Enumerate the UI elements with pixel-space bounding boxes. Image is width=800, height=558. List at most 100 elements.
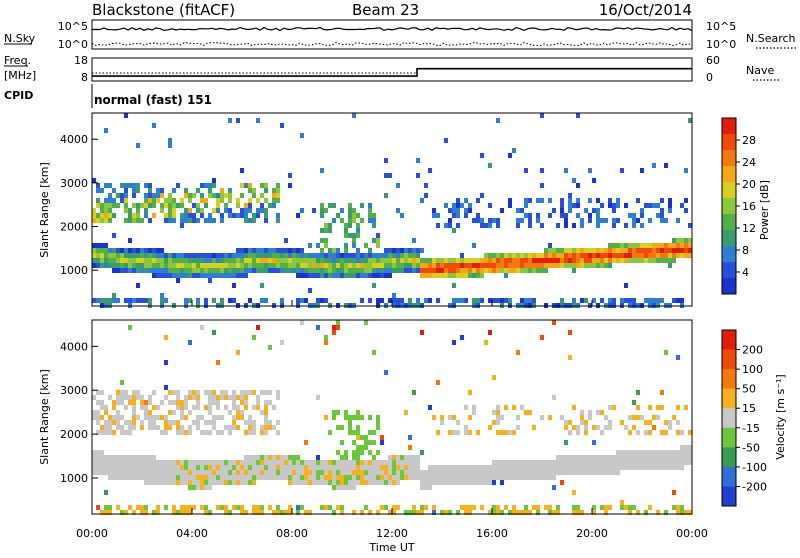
heatmap-cell xyxy=(236,268,240,273)
heatmap-cell xyxy=(148,400,152,405)
heatmap-cell xyxy=(132,405,136,410)
heatmap-cell xyxy=(344,415,348,420)
heatmap-cell xyxy=(300,258,304,263)
heatmap-cell xyxy=(360,415,364,420)
heatmap-cell xyxy=(248,420,252,425)
heatmap-cell xyxy=(416,455,420,460)
heatmap-cell xyxy=(312,460,316,465)
heatmap-cell xyxy=(236,460,240,465)
heatmap-cell xyxy=(140,475,144,480)
heatmap-cell xyxy=(100,430,104,435)
heatmap-cell xyxy=(188,480,192,485)
colorbar-swatch xyxy=(722,349,736,370)
heatmap-cell xyxy=(264,198,268,203)
heatmap-cell xyxy=(260,465,264,470)
heatmap-cell xyxy=(172,410,176,415)
heatmap-cell xyxy=(652,243,656,248)
heatmap-cell xyxy=(192,263,196,268)
heatmap-cell xyxy=(452,340,456,345)
heatmap-cell xyxy=(420,273,424,278)
heatmap-cell xyxy=(380,298,384,303)
heatmap-cell xyxy=(532,470,536,475)
heatmap-cell xyxy=(592,470,596,475)
heatmap-cell xyxy=(132,253,136,258)
heatmap-cell xyxy=(164,273,168,278)
noise-right-tick-bottom: 10^0 xyxy=(706,38,736,51)
heatmap-cell xyxy=(648,455,652,460)
heatmap-cell xyxy=(184,475,188,480)
heatmap-cell xyxy=(404,460,408,465)
heatmap-cell xyxy=(188,425,192,430)
heatmap-cell xyxy=(680,253,684,258)
heatmap-cell xyxy=(284,253,288,258)
heatmap-cell xyxy=(256,395,260,400)
heatmap-cell xyxy=(444,480,448,485)
heatmap-cell xyxy=(152,510,156,515)
heatmap-cell xyxy=(288,263,292,268)
heatmap-cell xyxy=(676,355,680,360)
heatmap-cell xyxy=(524,253,528,258)
heatmap-cell xyxy=(504,258,508,263)
heatmap-cell xyxy=(124,510,128,515)
y-tick-label: 3000 xyxy=(60,384,88,397)
colorbar-swatch xyxy=(722,182,736,199)
heatmap-cell xyxy=(244,218,248,223)
heatmap-cell xyxy=(208,273,212,278)
heatmap-cell xyxy=(228,425,232,430)
heatmap-cell xyxy=(112,253,116,258)
heatmap-cell xyxy=(400,475,404,480)
heatmap-cell xyxy=(584,430,588,435)
heatmap-cell xyxy=(512,430,516,435)
heatmap-cell xyxy=(648,465,652,470)
heatmap-cell xyxy=(256,248,260,253)
heatmap-cell xyxy=(580,510,584,515)
heatmap-cell xyxy=(140,420,144,425)
heatmap-cell xyxy=(484,470,488,475)
heatmap-cell xyxy=(448,510,452,515)
heatmap-cell xyxy=(636,450,640,455)
heatmap-cell xyxy=(124,188,128,193)
heatmap-cell xyxy=(340,218,344,223)
heatmap-cell xyxy=(444,273,448,278)
heatmap-cell xyxy=(560,465,564,470)
heatmap-cell xyxy=(164,213,168,218)
heatmap-cell xyxy=(160,268,164,273)
heatmap-cell xyxy=(324,298,328,303)
heatmap-cell xyxy=(200,415,204,420)
heatmap-cell xyxy=(184,460,188,465)
heatmap-cell xyxy=(316,253,320,258)
heatmap-cell xyxy=(176,405,180,410)
heatmap-cell xyxy=(92,415,96,420)
heatmap-cell xyxy=(132,248,136,253)
heatmap-cell xyxy=(112,400,116,405)
heatmap-cell xyxy=(532,475,536,480)
heatmap-cell xyxy=(516,415,520,420)
heatmap-cell xyxy=(628,258,632,263)
heatmap-cell xyxy=(144,253,148,258)
heatmap-cell xyxy=(392,505,396,510)
heatmap-cell xyxy=(208,470,212,475)
heatmap-cell xyxy=(224,480,228,485)
heatmap-cell xyxy=(492,510,496,515)
heatmap-cell xyxy=(484,465,488,470)
heatmap-cell xyxy=(276,510,280,515)
heatmap-cell xyxy=(552,258,556,263)
heatmap-cell xyxy=(336,213,340,218)
heatmap-cell xyxy=(676,243,680,248)
heatmap-cell xyxy=(644,258,648,263)
heatmap-cell xyxy=(496,420,500,425)
heatmap-cell xyxy=(328,470,332,475)
heatmap-cell xyxy=(236,253,240,258)
heatmap-cell xyxy=(252,218,256,223)
heatmap-cell xyxy=(220,505,224,510)
heatmap-cell xyxy=(664,465,668,470)
heatmap-cell xyxy=(204,298,208,303)
heatmap-cell xyxy=(404,258,408,263)
heatmap-cell xyxy=(584,470,588,475)
heatmap-cell xyxy=(252,425,256,430)
heatmap-cell xyxy=(272,253,276,258)
heatmap-cell xyxy=(568,430,572,435)
heatmap-cell xyxy=(212,460,216,465)
heatmap-cell xyxy=(472,298,476,303)
y-tick-label: 4000 xyxy=(60,133,88,146)
